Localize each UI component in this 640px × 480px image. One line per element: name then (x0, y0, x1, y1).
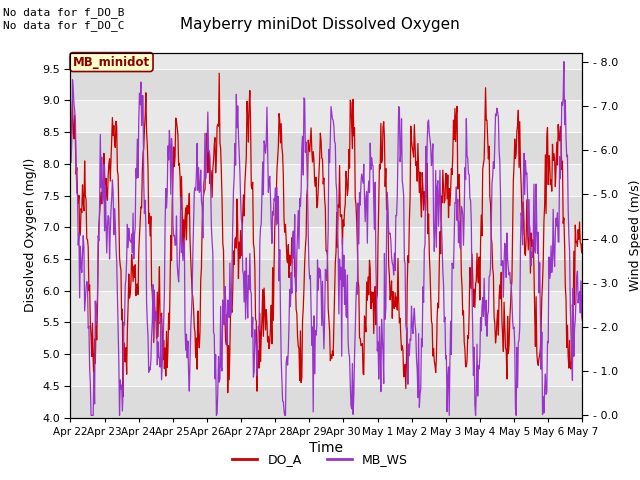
Bar (70, 164, 582, 195)
Bar (70, 132, 582, 164)
Bar (70, 100, 582, 132)
Y-axis label: Dissolved Oxygen (mg/l): Dissolved Oxygen (mg/l) (24, 158, 36, 312)
X-axis label: Time: Time (309, 441, 344, 455)
Bar (70, 69, 582, 100)
Bar (70, 291, 582, 323)
Bar (70, 323, 582, 354)
Text: Mayberry miniDot Dissolved Oxygen: Mayberry miniDot Dissolved Oxygen (180, 17, 460, 32)
Bar (70, 227, 582, 259)
Y-axis label: Wind Speed (m/s): Wind Speed (m/s) (629, 180, 640, 291)
Bar (70, 354, 582, 386)
Text: No data for f_DO_B
No data for f_DO_C: No data for f_DO_B No data for f_DO_C (3, 7, 125, 31)
Legend: DO_A, MB_WS: DO_A, MB_WS (227, 448, 413, 471)
Bar (70, 259, 582, 291)
Bar (70, 195, 582, 227)
Bar (70, 386, 582, 418)
Text: MB_minidot: MB_minidot (73, 56, 150, 69)
